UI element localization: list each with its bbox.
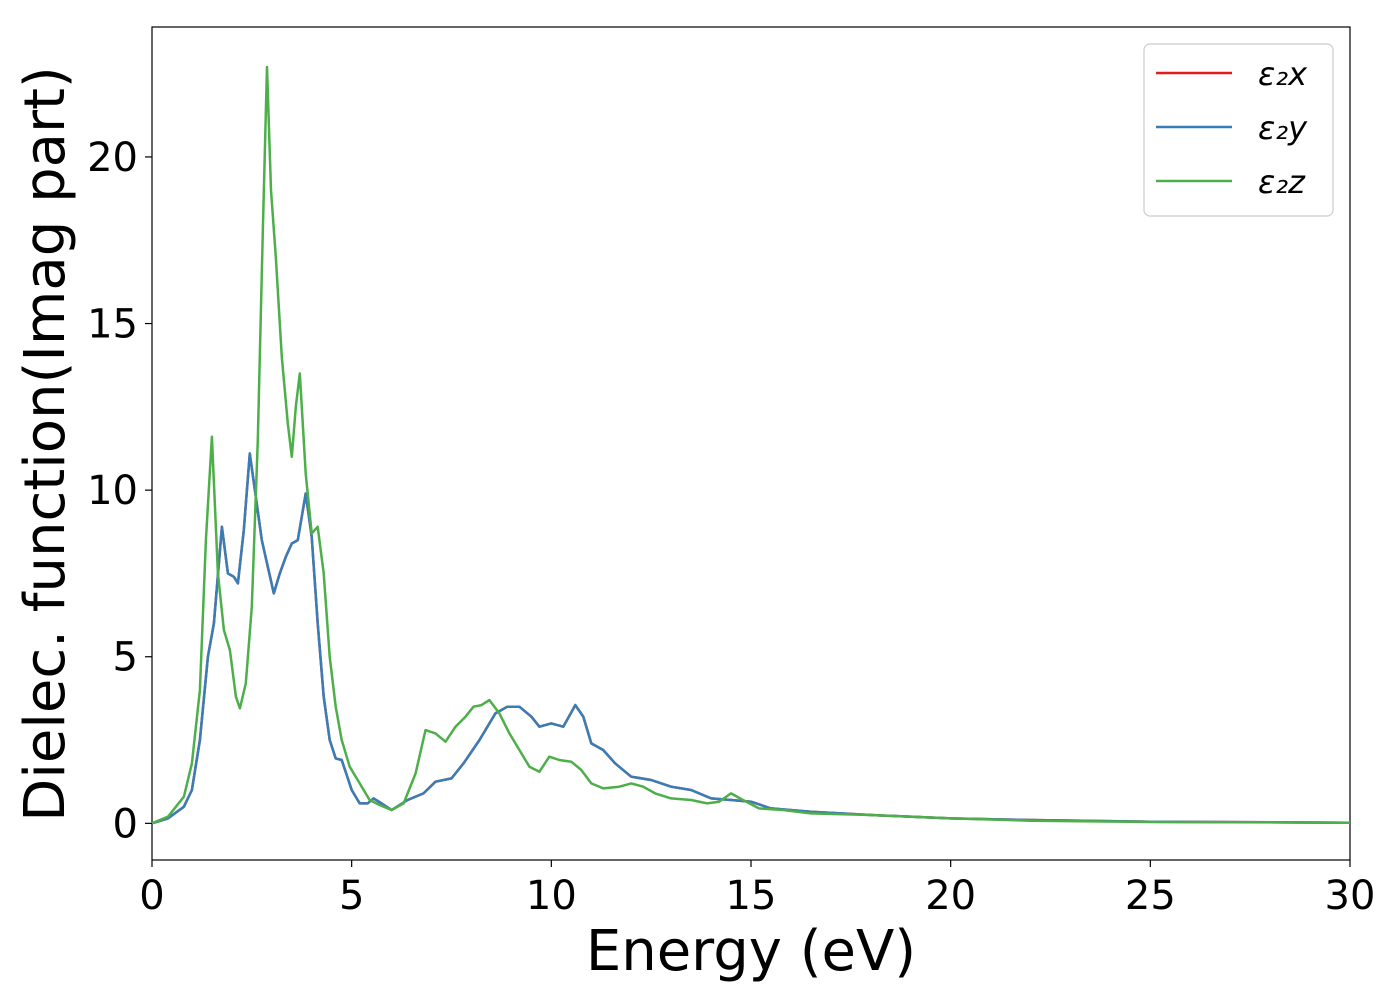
- y-tick-label: 20: [87, 135, 138, 181]
- x-axis: 0 5 10 15 20 25 30: [139, 860, 1375, 919]
- x-tick-label: 5: [339, 873, 364, 919]
- legend-label-e2x: ε₂x: [1258, 55, 1308, 93]
- series-line-2: [151, 65, 1351, 825]
- y-tick-label: 5: [113, 635, 138, 681]
- x-tick-label: 0: [139, 873, 164, 919]
- legend-label-e2y: ε₂y: [1258, 109, 1308, 147]
- x-tick-label: 20: [925, 873, 976, 919]
- y-axis-title: Dielec. function(Imag part): [13, 66, 78, 822]
- x-tick-label: 30: [1325, 873, 1376, 919]
- series-line-1: [151, 452, 1351, 825]
- series-line-0: [151, 452, 1351, 825]
- x-axis-title: Energy (eV): [586, 919, 916, 984]
- y-tick-label: 15: [87, 302, 138, 348]
- x-tick-label: 15: [726, 873, 777, 919]
- legend-box: [1143, 43, 1334, 217]
- y-axis: 0 5 10 15 20: [87, 135, 152, 847]
- legend: ε₂x ε₂y ε₂z: [1143, 43, 1334, 217]
- x-tick-label: 10: [526, 873, 577, 919]
- legend-label-e2z: ε₂z: [1258, 163, 1306, 201]
- series-layer: [151, 65, 1351, 825]
- y-tick-label: 0: [113, 801, 138, 847]
- y-tick-label: 10: [87, 468, 138, 514]
- x-tick-label: 25: [1125, 873, 1176, 919]
